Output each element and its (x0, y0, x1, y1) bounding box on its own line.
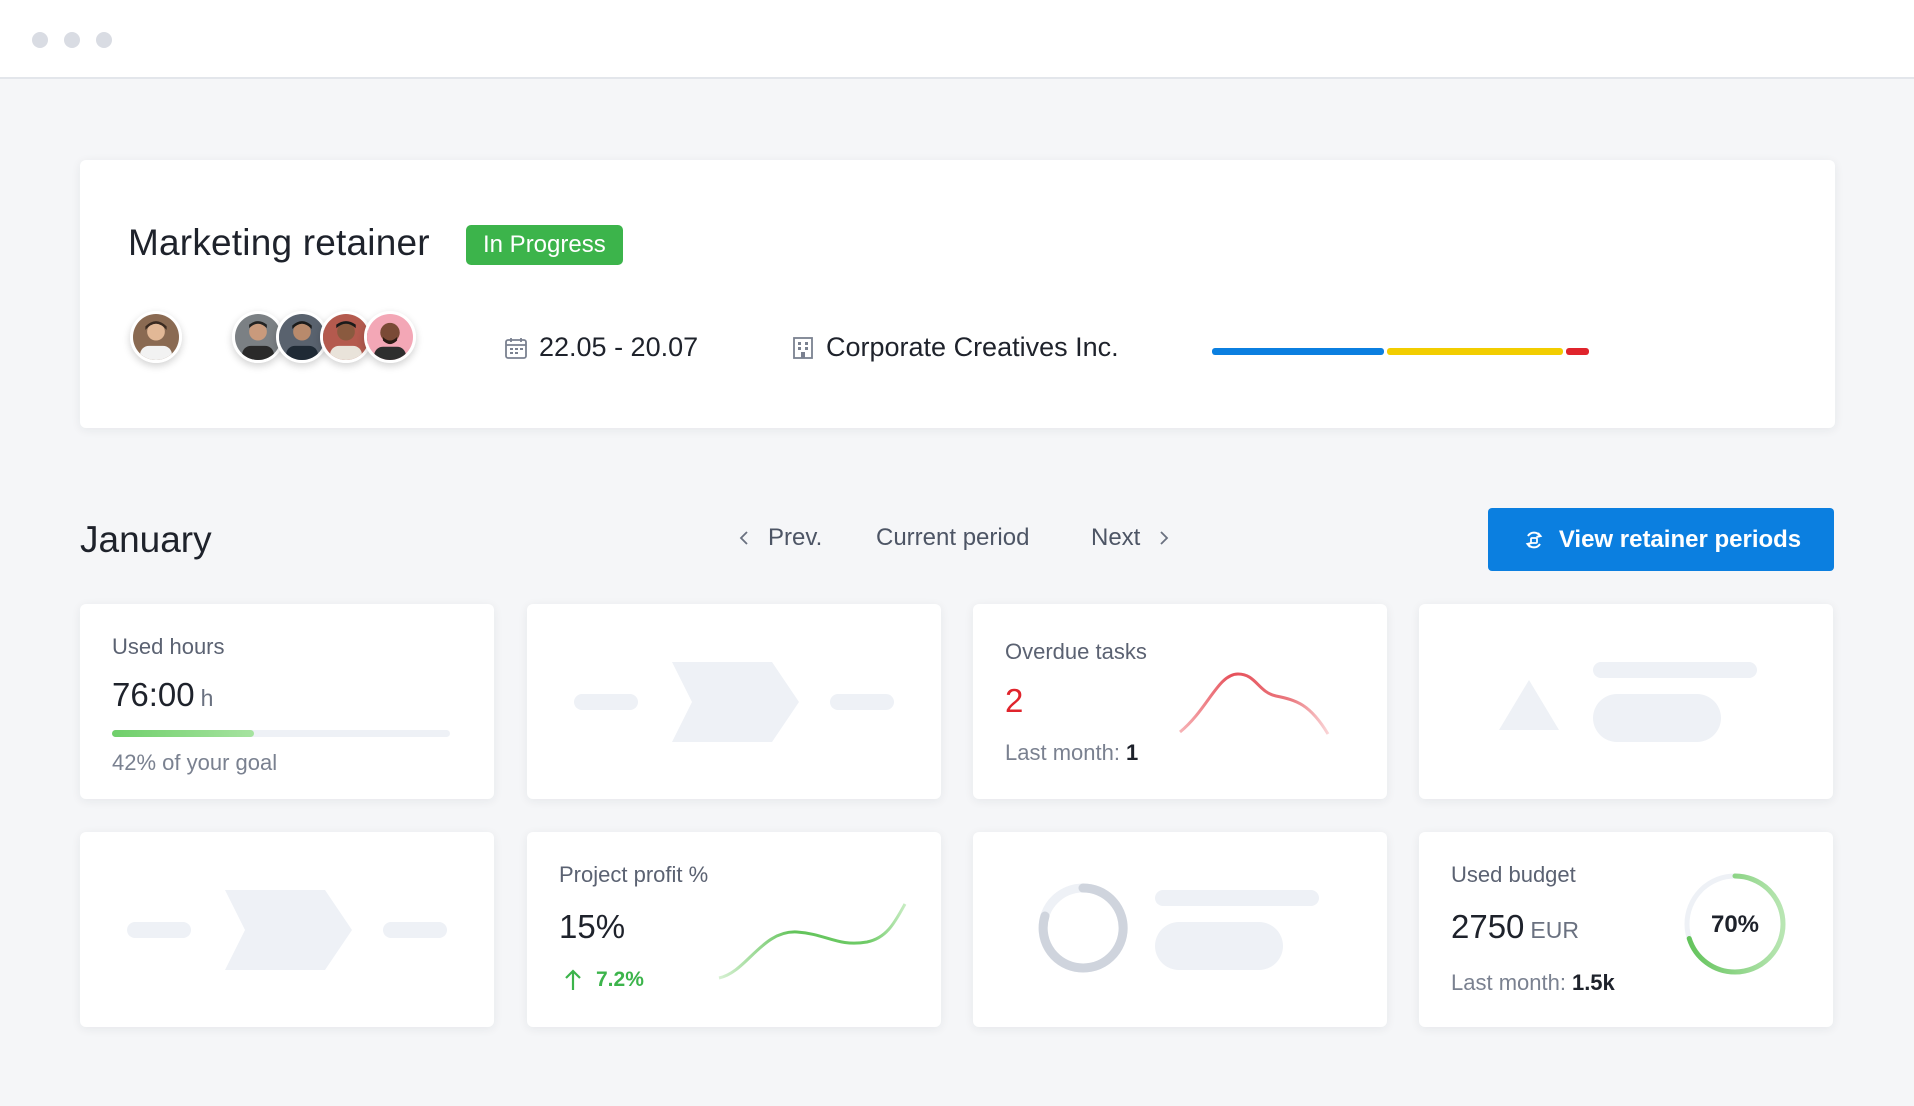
person-avatar-icon (133, 314, 179, 360)
progress-segment-3 (1566, 348, 1589, 355)
view-retainer-periods-button[interactable]: View retainer periods (1488, 508, 1834, 571)
used-hours-progress-fill (112, 730, 254, 737)
current-period-label: Current period (876, 524, 1030, 551)
used-hours-value: 76:00 h (112, 676, 213, 714)
placeholder-pill (1155, 922, 1283, 970)
placeholder-donut-shape (1038, 883, 1128, 973)
view-retainer-periods-label: View retainer periods (1558, 525, 1802, 553)
prev-period-button[interactable]: Prev. (736, 524, 822, 552)
chevron-left-icon (739, 531, 748, 545)
placeholder-card-donut (973, 832, 1387, 1027)
client-name: Corporate Creatives Inc. (826, 332, 1119, 362)
placeholder-card-flow (527, 604, 941, 799)
budget-last-month-value: 1.5k (1571, 970, 1615, 995)
overdue-tasks-last-month: Last month: 1 (1005, 740, 1138, 766)
used-hours-progress-track (112, 730, 450, 737)
team-avatar-2[interactable] (276, 311, 328, 363)
overdue-trend-sparkline (1179, 672, 1330, 735)
placeholder-card-flow-2 (80, 832, 494, 1027)
placeholder-chevron-shape (225, 890, 352, 970)
used-budget-ring-arc (1684, 873, 1786, 975)
arrow-up-icon (565, 969, 581, 990)
calendar-icon (505, 337, 527, 359)
project-profit-card: Project profit % 15% 7.2% (527, 832, 941, 1027)
used-hours-caption: 42% of your goal (112, 750, 278, 775)
used-budget-number: 2750 (1451, 908, 1525, 945)
placeholder-bar (1155, 890, 1319, 906)
project-progress-bar (1212, 348, 1589, 355)
placeholder-card-shapes (1419, 604, 1833, 799)
project-profit-label: Project profit % (559, 862, 709, 887)
used-budget-card: Used budget 2750 EUR Last month: 1.5k 70% (1419, 832, 1833, 1027)
team-avatar-4[interactable] (364, 311, 416, 363)
used-hours-unit: h (200, 685, 214, 711)
project-header-card: Marketing retainer In Progress 22.05 - 2… (80, 160, 1835, 428)
used-hours-card: Used hours 76:00 h 42% of your goal (80, 604, 494, 799)
window-titlebar (0, 0, 1914, 79)
project-profit-change-value: 7.2% (596, 968, 644, 991)
used-budget-unit: EUR (1530, 917, 1579, 943)
overdue-last-month-label: Last month: (1005, 740, 1120, 765)
period-month-title: January (80, 519, 212, 560)
placeholder-bar (574, 694, 638, 710)
placeholder-pill (1593, 694, 1721, 742)
person-avatar-icon (323, 314, 369, 360)
chevron-right-icon (1160, 531, 1169, 545)
used-hours-label: Used hours (112, 634, 225, 659)
progress-segment-2 (1387, 348, 1564, 355)
retainer-cycle-icon (1525, 531, 1543, 548)
placeholder-bar (1593, 662, 1757, 678)
used-hours-number: 76:00 (112, 676, 195, 713)
project-dates: 22.05 - 20.07 (503, 332, 698, 363)
window-maximize-control[interactable] (96, 32, 112, 48)
overdue-tasks-card: Overdue tasks 2 Last month: 1 (973, 604, 1387, 799)
window-minimize-control[interactable] (64, 32, 80, 48)
profit-trend-sparkline (718, 903, 907, 980)
placeholder-bar (830, 694, 894, 710)
placeholder-chevron-shape (672, 662, 799, 742)
current-period-button[interactable]: Current period (876, 524, 1029, 552)
placeholder-triangle-shape (1499, 680, 1559, 730)
placeholder-bar (127, 922, 191, 938)
used-budget-value: 2750 EUR (1451, 908, 1579, 946)
used-budget-ring: 70% (1684, 873, 1786, 975)
project-title: Marketing retainer (128, 222, 430, 263)
window-close-control[interactable] (32, 32, 48, 48)
overdue-tasks-label: Overdue tasks (1005, 639, 1147, 664)
used-budget-last-month: Last month: 1.5k (1451, 970, 1615, 996)
used-budget-label: Used budget (1451, 862, 1576, 887)
next-period-button[interactable]: Next (1091, 524, 1172, 552)
used-budget-percent: 70% (1711, 911, 1759, 938)
person-avatar-icon (235, 314, 281, 360)
prev-period-label: Prev. (768, 524, 823, 551)
placeholder-bar (383, 922, 447, 938)
overdue-tasks-value: 2 (1005, 682, 1024, 719)
person-avatar-icon (367, 314, 413, 360)
project-profit-value: 15% (559, 908, 626, 945)
next-period-label: Next (1091, 524, 1141, 551)
progress-segment-1 (1212, 348, 1385, 355)
budget-last-month-label: Last month: (1451, 970, 1566, 995)
building-icon (793, 336, 813, 359)
team-avatar-1[interactable] (232, 311, 284, 363)
status-badge: In Progress (466, 225, 623, 265)
project-dates-text: 22.05 - 20.07 (539, 332, 699, 362)
person-avatar-icon (279, 314, 325, 360)
overdue-last-month-value: 1 (1125, 740, 1139, 765)
project-profit-change: 7.2% (564, 968, 644, 992)
project-client: Corporate Creatives Inc. (790, 332, 1119, 363)
owner-avatar[interactable] (130, 311, 182, 363)
